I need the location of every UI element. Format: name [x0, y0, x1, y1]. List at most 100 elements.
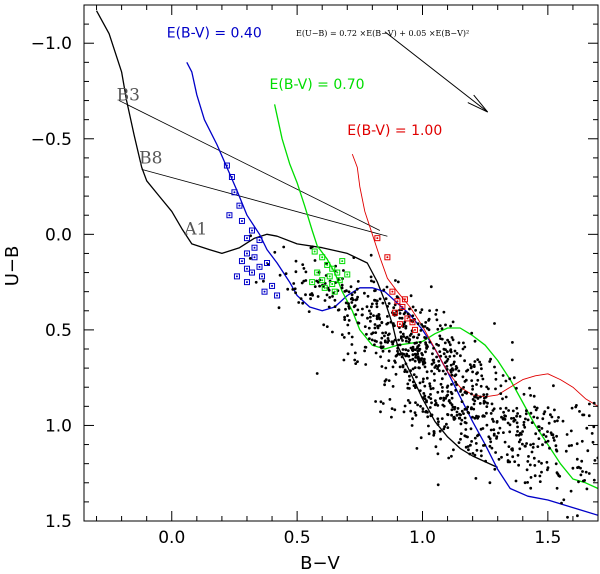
field-star-dot	[425, 400, 428, 404]
field-star-dot	[533, 405, 536, 409]
field-star-dot	[525, 468, 529, 472]
field-star-dot	[474, 393, 478, 396]
marked-star	[251, 244, 258, 251]
field-star-dot	[409, 346, 413, 350]
field-star-dot	[379, 341, 383, 344]
marked-star-center	[413, 328, 416, 331]
field-star-dot	[361, 307, 364, 311]
field-star-dot	[398, 353, 402, 356]
field-star-dot	[356, 308, 360, 312]
field-star-dot	[478, 360, 481, 364]
field-star-dot	[413, 341, 417, 345]
field-star-dot	[372, 314, 375, 317]
field-star-dot	[375, 302, 379, 305]
marked-star-center	[341, 260, 344, 263]
field-star-dot	[545, 460, 549, 464]
field-star-dot	[380, 365, 384, 368]
marked-star-center	[230, 176, 233, 178]
field-star-dot	[412, 373, 416, 376]
field-star-dot	[452, 354, 456, 358]
field-star-dot	[311, 293, 314, 297]
marked-star	[233, 273, 240, 280]
field-star-dot	[523, 444, 527, 448]
field-star-dot	[494, 387, 497, 391]
field-star-dot	[482, 393, 486, 397]
field-star-dot	[301, 301, 305, 305]
field-star-dot	[398, 316, 402, 320]
field-star-dot	[537, 460, 541, 463]
field-star-dot	[325, 293, 329, 297]
field-star-dot	[564, 449, 568, 453]
field-star-dot	[429, 387, 433, 391]
field-star-dot	[423, 365, 427, 369]
field-star-dot	[403, 370, 407, 373]
field-star-dot	[542, 433, 546, 436]
field-star-dot	[515, 421, 519, 425]
field-star-dot	[409, 294, 413, 298]
field-star-dot	[390, 340, 394, 344]
field-star-dot	[368, 337, 371, 340]
field-star-dot	[468, 363, 472, 366]
marked-star	[269, 282, 276, 289]
marked-star	[274, 292, 281, 299]
field-star-dot	[499, 407, 502, 410]
field-star-dot	[315, 372, 319, 375]
marked-star-center	[316, 271, 319, 274]
field-star-dot	[538, 429, 541, 432]
field-star-dot	[401, 348, 405, 351]
field-star-dot	[411, 353, 415, 357]
marked-star	[248, 269, 255, 276]
x-tick-label: 0.0	[158, 528, 185, 548]
field-star-dot	[450, 367, 454, 370]
field-star-dot	[408, 387, 411, 390]
field-star-dot	[425, 370, 429, 374]
field-star-dot	[546, 466, 550, 470]
field-star-dot	[480, 374, 484, 378]
field-star-dot	[463, 416, 467, 420]
field-star-dot	[593, 459, 597, 462]
field-star-dot	[356, 295, 359, 299]
field-star-dot	[477, 415, 480, 418]
field-star-dot	[294, 270, 298, 274]
field-star-dot	[353, 290, 357, 294]
field-star-dot	[304, 279, 308, 282]
field-star-dot	[441, 386, 444, 389]
field-star-dot	[576, 514, 579, 518]
field-star-dot	[548, 446, 551, 450]
field-star-dot	[460, 400, 464, 403]
field-star-dot	[428, 340, 432, 344]
field-star-dot	[580, 439, 584, 443]
field-star-dot	[540, 470, 543, 474]
field-star-dot	[473, 399, 477, 403]
field-star-dot	[470, 331, 474, 335]
field-star-dot	[373, 343, 376, 347]
field-star-dot	[517, 440, 521, 444]
field-star-dot	[353, 358, 357, 362]
field-star-dot	[344, 301, 348, 305]
field-star-dot	[525, 442, 528, 445]
marked-star	[339, 258, 346, 265]
marked-star-center	[326, 263, 329, 266]
marked-star	[329, 265, 336, 272]
field-star-dot	[313, 285, 317, 288]
field-star-dot	[344, 307, 347, 311]
marked-star-center	[321, 279, 324, 282]
field-star-dot	[396, 349, 399, 353]
field-star-dot	[386, 337, 390, 340]
field-star-dot	[479, 363, 483, 367]
field-star-dot	[455, 352, 459, 355]
marked-star-center	[376, 237, 379, 240]
field-star-dot	[502, 410, 505, 414]
field-star-dot	[388, 398, 392, 401]
field-star-dot	[477, 433, 480, 437]
field-star-dot	[444, 348, 447, 352]
field-star-dot	[370, 338, 374, 342]
field-star-dot	[462, 386, 465, 389]
field-star-dot	[387, 339, 390, 343]
field-star-dot	[463, 359, 466, 363]
field-star-dot	[401, 332, 405, 336]
field-star-dot	[517, 433, 521, 437]
field-star-dot	[557, 416, 560, 419]
field-star-dot	[489, 428, 493, 432]
